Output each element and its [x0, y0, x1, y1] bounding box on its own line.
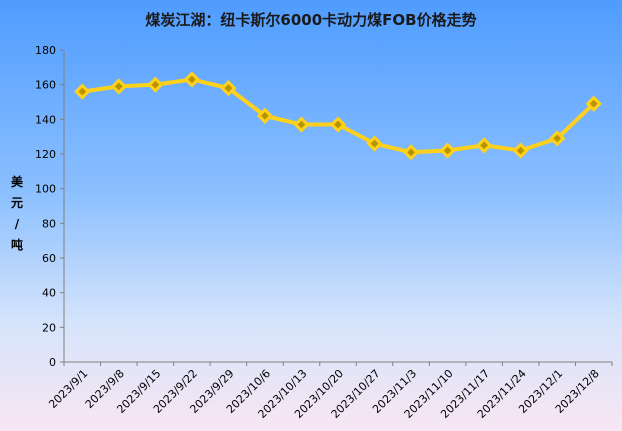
y-axis-label-char: 元 [11, 196, 23, 210]
data-point [329, 116, 347, 133]
y-axis-label-char: 吨 [11, 237, 23, 252]
chart-title: 煤炭江湖：纽卡斯尔6000卡动力煤FOB价格走势 [145, 11, 476, 29]
data-point [293, 116, 310, 133]
data-point [256, 107, 274, 124]
data-point [110, 78, 127, 95]
y-ticks: 0 20 40 60 80 100 120 140 160 180 [35, 44, 64, 369]
y-tick-label: 0 [49, 356, 56, 369]
y-tick-label: 20 [42, 321, 56, 334]
series [74, 71, 602, 161]
x-ticks: 2023/9/12023/9/82023/9/152023/9/222023/9… [46, 362, 613, 421]
data-point [402, 144, 420, 161]
y-tick-label: 120 [35, 148, 56, 161]
axes [63, 50, 612, 363]
y-axis-label-char: / [15, 217, 20, 231]
y-tick-label: 160 [35, 79, 56, 92]
series-line [80, 77, 596, 155]
data-point [74, 83, 91, 100]
y-tick-label: 100 [35, 183, 56, 196]
data-point [147, 76, 164, 93]
data-point [183, 71, 200, 88]
data-point [439, 142, 456, 159]
y-axis-label-char: 美 [11, 174, 24, 189]
data-point [585, 95, 602, 112]
data-point [549, 130, 566, 147]
data-point [476, 137, 493, 154]
data-point [512, 142, 529, 159]
x-tick-label: 2023/9/1 [46, 367, 90, 411]
y-tick-label: 60 [42, 252, 56, 265]
y-tick-label: 140 [35, 113, 56, 126]
y-tick-label: 180 [35, 44, 56, 57]
data-point [220, 80, 237, 97]
y-tick-label: 80 [42, 217, 56, 230]
data-point [366, 135, 383, 152]
y-tick-label: 40 [42, 287, 56, 300]
y-axis-label: 美元 / 吨 [11, 174, 24, 252]
